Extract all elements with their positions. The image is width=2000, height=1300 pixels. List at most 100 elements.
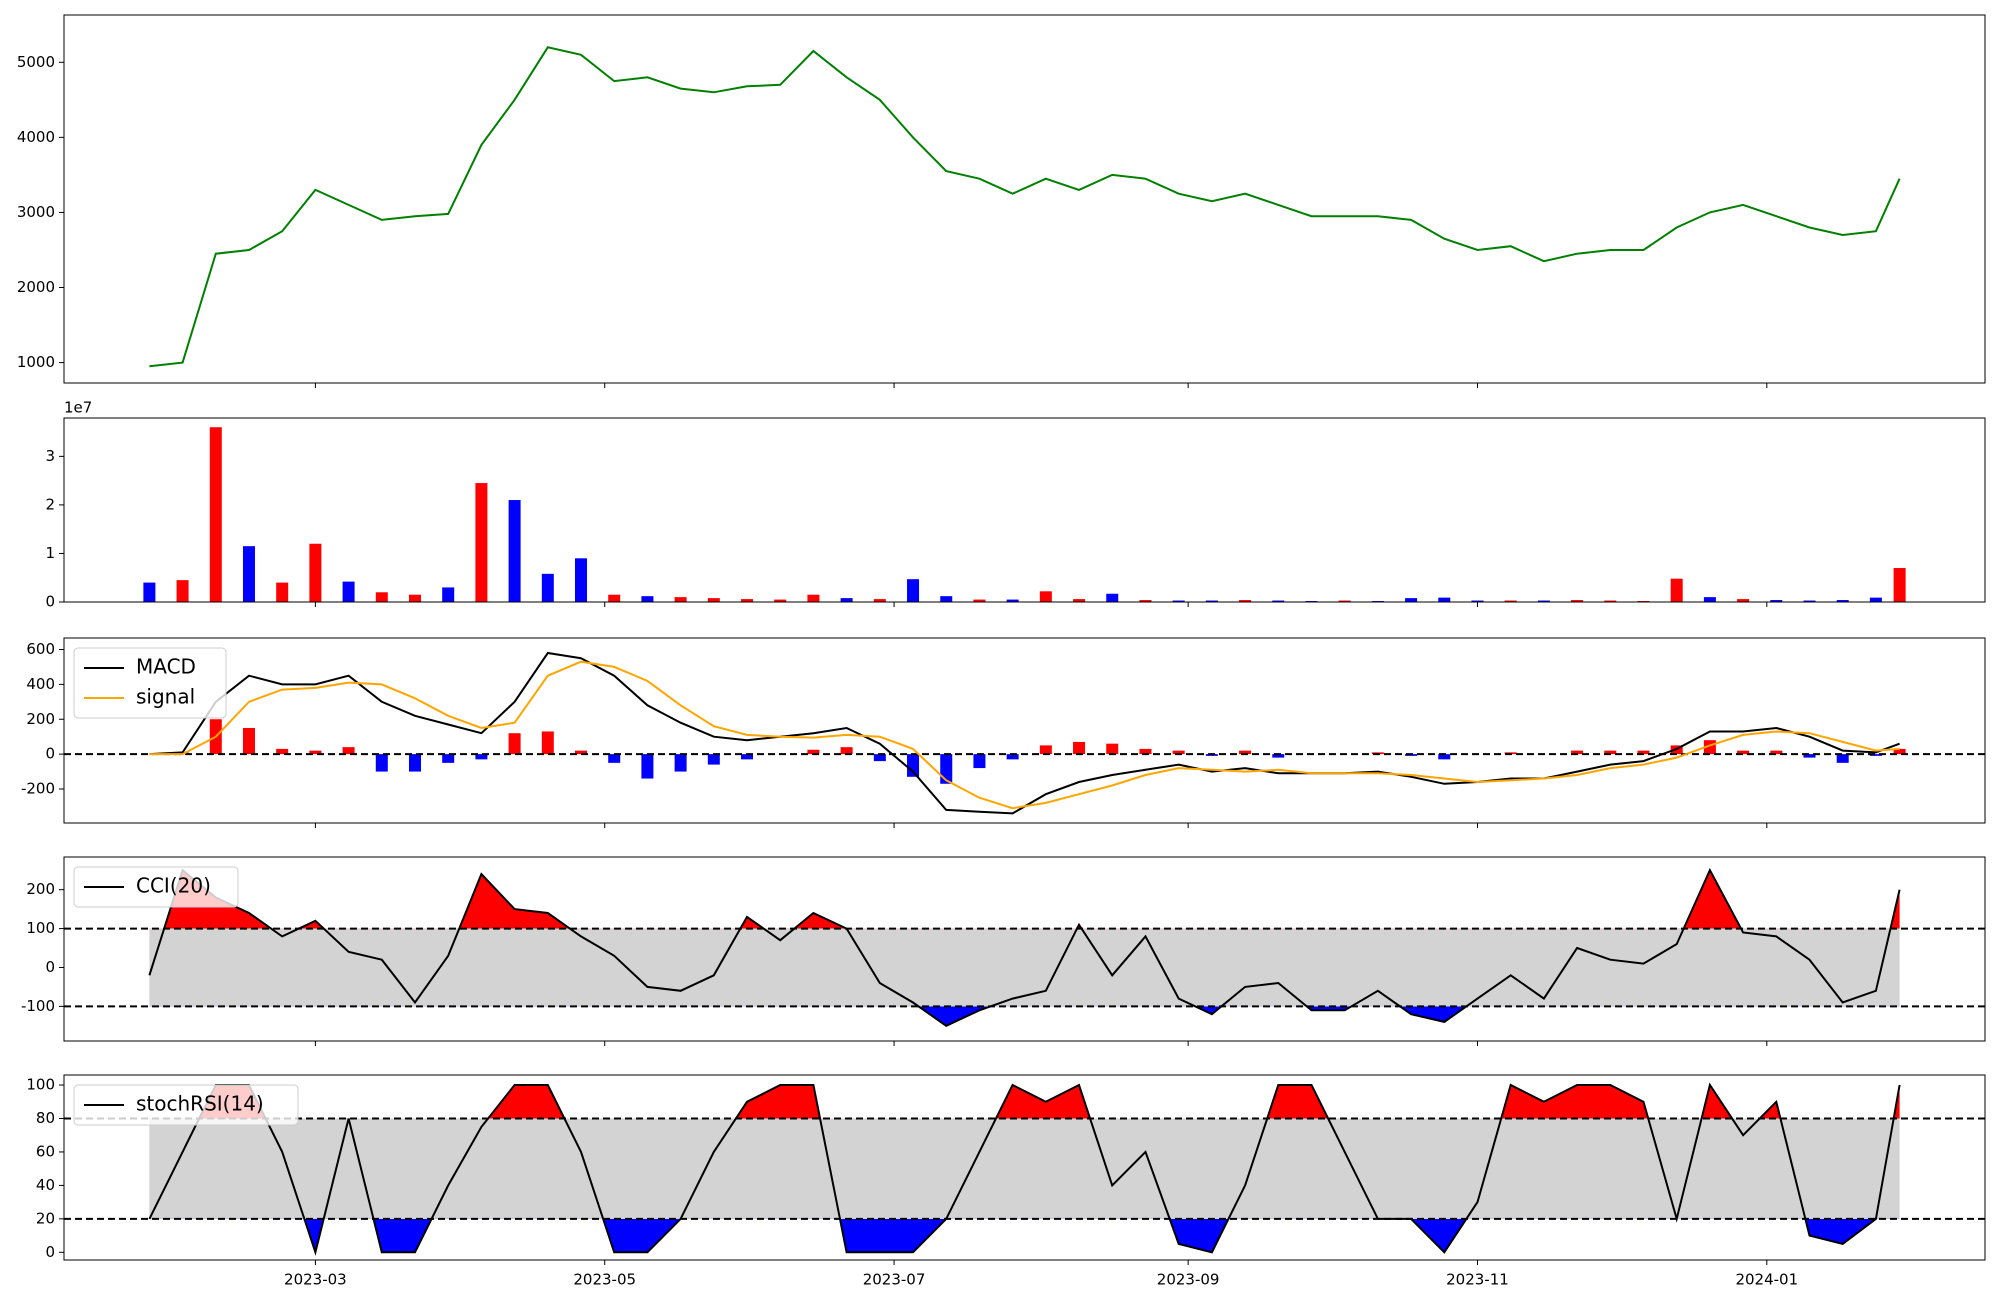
x-tick-label: 2023-05 xyxy=(573,1271,636,1289)
volume-bar xyxy=(774,599,787,602)
y-tick-label: 40 xyxy=(36,1176,55,1194)
plot-area xyxy=(143,427,1906,602)
volume-bar xyxy=(1272,600,1285,602)
volume-bar xyxy=(973,599,986,602)
volume-bar xyxy=(1836,600,1849,602)
histogram-bar xyxy=(1106,743,1119,755)
volume-bar xyxy=(1571,600,1584,602)
histogram-bar xyxy=(442,754,455,763)
y-tick-label: 5000 xyxy=(17,53,55,71)
y-tick-label: 200 xyxy=(26,710,55,728)
volume-bar xyxy=(375,592,388,602)
series-line xyxy=(149,46,1901,368)
volume-bar xyxy=(1770,600,1783,602)
volume-bar xyxy=(707,598,720,602)
histogram-bar xyxy=(1770,750,1783,755)
volume-bar xyxy=(1869,597,1882,602)
histogram-bar xyxy=(1039,745,1052,755)
y-tick-label: 2 xyxy=(45,495,55,513)
panel-frame xyxy=(63,1074,1986,1261)
y-tick-label: 100 xyxy=(26,1076,55,1094)
plot-area xyxy=(64,1082,1985,1256)
volume-bar xyxy=(442,587,455,602)
neutral-band xyxy=(149,1118,1900,1219)
y-tick-label: 600 xyxy=(26,640,55,658)
legend-label: signal xyxy=(136,685,195,709)
histogram-bar xyxy=(1073,741,1086,755)
histogram-bar xyxy=(907,754,920,777)
series-line xyxy=(149,660,1900,810)
volume-bar xyxy=(541,573,554,602)
histogram-bar xyxy=(375,754,388,772)
histogram-bar xyxy=(873,754,886,762)
histogram-bar xyxy=(1637,750,1650,755)
histogram-bar xyxy=(508,733,521,755)
volume-bar xyxy=(1737,599,1750,602)
volume-bar xyxy=(1471,600,1484,602)
histogram-bar xyxy=(608,754,621,763)
volume-bar xyxy=(1205,600,1218,602)
histogram-bar xyxy=(475,754,488,760)
series-line xyxy=(149,651,1900,815)
y-tick-label: 2000 xyxy=(17,278,55,296)
overbought-fill xyxy=(149,870,1900,929)
histogram-bar xyxy=(1438,754,1451,760)
volume-bar xyxy=(1504,600,1517,602)
histogram-bar xyxy=(1869,754,1882,756)
panel-frame xyxy=(63,417,1986,603)
panel-frame xyxy=(63,637,1986,824)
volume-bar xyxy=(176,580,189,602)
neutral-band xyxy=(149,928,1900,1007)
volume-bar xyxy=(940,596,953,602)
x-tick-label: 2024-01 xyxy=(1735,1271,1798,1289)
histogram-bar xyxy=(541,731,554,755)
histogram-bar xyxy=(840,747,853,755)
volume-bar xyxy=(1073,599,1086,602)
y-tick-label: 1000 xyxy=(17,353,55,371)
histogram-bar xyxy=(741,754,754,760)
y-tick-label: 100 xyxy=(26,919,55,937)
y-tick-label: 0 xyxy=(45,745,55,763)
histogram-bar xyxy=(342,747,355,755)
volume-bar xyxy=(674,597,687,602)
volume-bar xyxy=(873,599,886,602)
y-tick-label: 200 xyxy=(26,880,55,898)
histogram-bar xyxy=(1836,754,1849,763)
legend-box xyxy=(73,866,239,908)
volume-bar xyxy=(807,594,820,602)
histogram-bar xyxy=(1006,754,1019,760)
volume-bar xyxy=(575,558,588,602)
y-tick-label: 60 xyxy=(36,1142,55,1160)
volume-bar xyxy=(1338,600,1351,602)
histogram-bar xyxy=(1272,754,1285,758)
x-tick-label: 2023-03 xyxy=(284,1271,347,1289)
histogram-bar xyxy=(674,754,687,772)
volume-bar xyxy=(1893,568,1906,602)
volume-bar xyxy=(276,582,289,602)
legend-label: stochRSI(14) xyxy=(136,1092,264,1116)
volume-bar xyxy=(1803,600,1816,602)
y-tick-label: -100 xyxy=(21,997,55,1015)
x-tick-label: 2023-09 xyxy=(1157,1271,1220,1289)
histogram-bar xyxy=(807,749,820,755)
volume-bar xyxy=(408,594,421,602)
overbought-fill xyxy=(149,1085,1900,1119)
volume-bar xyxy=(342,581,355,602)
panel-frame xyxy=(63,14,1986,384)
series-line xyxy=(148,867,1901,1027)
volume-bar xyxy=(1405,598,1418,602)
volume-bar xyxy=(475,483,488,602)
x-tick-label: 2023-11 xyxy=(1446,1271,1509,1289)
volume-bar xyxy=(1670,578,1683,602)
histogram-bar xyxy=(1893,748,1906,755)
volume-bar xyxy=(309,543,322,602)
plot-area xyxy=(64,867,1985,1027)
histogram-bar xyxy=(575,750,588,755)
volume-bar xyxy=(840,598,853,602)
y-tick-label: 1 xyxy=(45,544,55,562)
y-tick-label: 3 xyxy=(45,447,55,465)
y-tick-label: 20 xyxy=(36,1209,55,1227)
histogram-bar xyxy=(1604,750,1617,755)
y-tick-label: -200 xyxy=(21,779,55,797)
